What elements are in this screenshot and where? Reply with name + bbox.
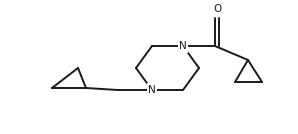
Text: N: N: [179, 41, 187, 51]
Text: O: O: [213, 4, 221, 14]
Text: N: N: [148, 85, 156, 95]
